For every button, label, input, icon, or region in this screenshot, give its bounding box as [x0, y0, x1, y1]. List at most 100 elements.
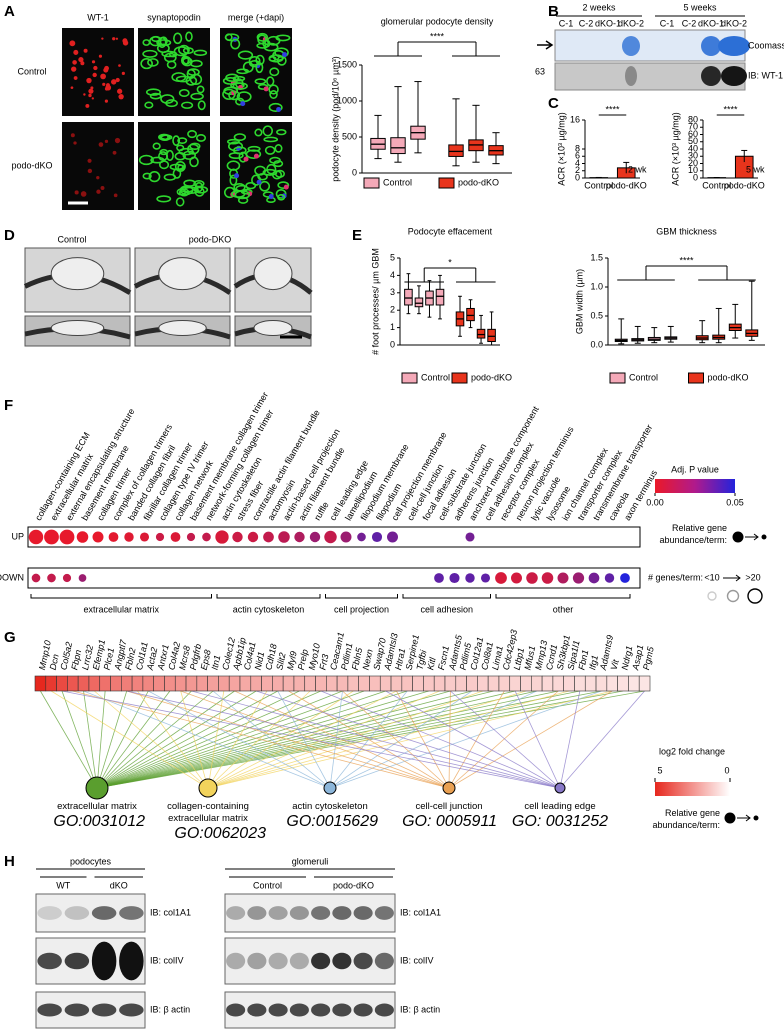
blot-label: Coomassie: [748, 40, 784, 50]
blot-label: IB: β actin: [150, 1004, 190, 1014]
blot-band: [37, 952, 62, 970]
heat-cell: [293, 675, 306, 692]
signal: [78, 56, 84, 63]
term-dot: [215, 530, 229, 544]
legend-arrow: [745, 533, 759, 541]
gel-band: [622, 36, 640, 56]
signal: [73, 141, 77, 145]
signal: [115, 37, 119, 40]
signal: [237, 50, 254, 60]
legend-label: <10: [704, 572, 719, 582]
signal: [156, 43, 170, 54]
gene-term-link: [96, 690, 580, 789]
signal: [96, 175, 100, 180]
signal: [194, 186, 205, 197]
box: [390, 137, 406, 155]
gene-label: Lima1: [490, 645, 505, 671]
heat-cell: [34, 675, 47, 692]
box: [435, 288, 445, 306]
colorbar-title: log2 fold change: [659, 746, 725, 756]
column-header: synaptopodin: [147, 12, 201, 22]
blot-band: [311, 1003, 331, 1017]
signal: [85, 103, 90, 108]
gene-label: Prelp: [296, 648, 310, 671]
colorbar: [655, 479, 735, 493]
term-dot: [371, 531, 383, 543]
signal: [172, 135, 181, 146]
group-bracket: [216, 594, 321, 599]
legend-dot: [753, 815, 759, 821]
y-tick-label: 2: [390, 305, 395, 315]
gene-term-link: [83, 690, 331, 789]
signal: [257, 34, 268, 45]
heat-cell: [99, 675, 111, 692]
term-dot: [92, 531, 104, 543]
signal: [276, 106, 282, 112]
gene-term-link: [450, 690, 561, 789]
term-dot: [124, 532, 134, 542]
row-label: DOWN: [0, 572, 24, 582]
signal: [142, 49, 158, 58]
heat-cell: [196, 675, 208, 692]
signal: [91, 60, 96, 64]
gene-term-link: [385, 690, 561, 789]
term-dot: [202, 532, 211, 542]
signal: [277, 181, 290, 190]
heat-cell: [520, 675, 532, 692]
gene-label: Plce1: [102, 647, 116, 671]
term-dot: [604, 573, 615, 583]
gene-term-link: [94, 690, 209, 789]
gene-term-link: [96, 690, 602, 789]
gene-term-link: [96, 690, 278, 789]
blot-band: [289, 952, 309, 970]
blot-label: IB: β actin: [400, 1004, 440, 1014]
chart-title: glomerular podocyte density: [381, 16, 494, 26]
gene-term-link: [96, 690, 343, 789]
term-dot: [47, 573, 56, 583]
box: [404, 288, 413, 306]
heat-cell: [218, 675, 230, 692]
term-go: GO:0015629: [286, 813, 378, 830]
gene-term-link: [329, 690, 473, 789]
y-tick-label: 50: [688, 136, 698, 146]
term-dot: [59, 529, 75, 545]
signal: [195, 134, 207, 142]
signal: [230, 38, 241, 50]
gene-term-link: [96, 690, 451, 789]
legend-size: [726, 589, 740, 603]
signal: [102, 82, 106, 86]
gene-term-link: [96, 690, 516, 789]
signal: [111, 80, 115, 83]
term-name-box: collagen-containing extracellular matrix…: [167, 801, 266, 842]
heat-cell: [444, 675, 457, 692]
gene-label: Mcrs8: [177, 645, 192, 671]
signal: [275, 189, 287, 199]
term-dot: [31, 573, 41, 583]
signal: [86, 77, 92, 84]
blot-band: [268, 952, 288, 970]
signal: [178, 44, 190, 55]
panel-label: A: [4, 3, 15, 20]
heat-cell: [185, 675, 198, 692]
term-dot: [186, 532, 196, 542]
term-dot: [324, 530, 337, 544]
blot-band: [226, 1003, 246, 1017]
gene-term-link: [207, 690, 225, 789]
blot-band: [247, 1003, 267, 1017]
gene-label: Tgfbi: [415, 648, 429, 671]
blot-label: IB: colIV: [150, 955, 184, 965]
group-label: WT: [56, 880, 70, 890]
x-tick-label: Control: [702, 180, 731, 190]
colorbar: [655, 782, 730, 796]
gene-term-link: [514, 690, 561, 789]
signal: [257, 173, 268, 181]
signal: [254, 78, 267, 85]
legend-arrow: [737, 814, 751, 822]
heat-cell: [228, 675, 241, 692]
gene-term-link: [559, 690, 645, 789]
panel-label: C: [548, 95, 559, 112]
term-dot: [495, 572, 507, 584]
gene-term-link: [320, 690, 561, 789]
gene-label: Pgm5: [641, 645, 656, 671]
